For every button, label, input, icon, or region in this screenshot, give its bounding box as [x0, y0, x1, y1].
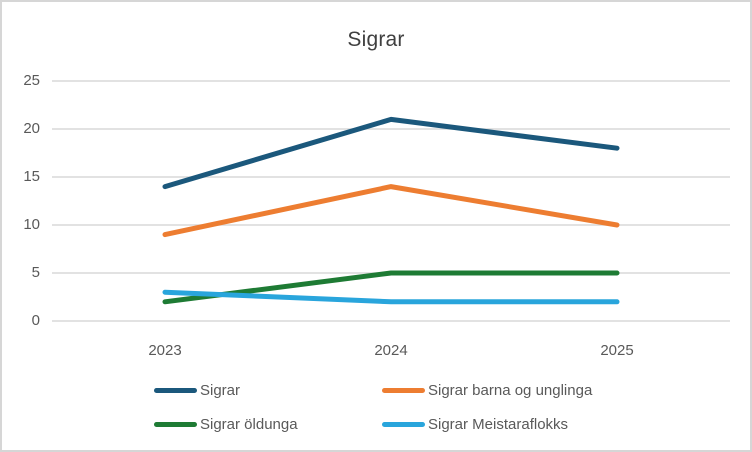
legend-label: Sigrar öldunga — [200, 416, 298, 433]
y-tick-label: 5 — [31, 264, 40, 281]
legend: Sigrar Sigrar barna og unglinga Sigrar ö… — [154, 381, 592, 434]
x-tick-label: 2025 — [600, 342, 634, 359]
x-tick-label: 2024 — [374, 342, 408, 359]
series-line-3 — [162, 289, 620, 305]
legend-marker-icon — [382, 422, 425, 427]
legend-item: Sigrar Meistaraflokks — [382, 415, 592, 434]
y-tick-label: 25 — [23, 72, 40, 89]
legend-marker-icon — [154, 422, 197, 427]
legend-item: Sigrar öldunga — [154, 415, 382, 434]
legend-label: Sigrar Meistaraflokks — [428, 416, 569, 433]
y-tick-label: 0 — [31, 312, 40, 329]
series-line-2 — [162, 270, 620, 305]
series-line-1 — [162, 184, 620, 238]
x-tick-label: 2023 — [148, 342, 182, 359]
y-tick-label: 20 — [23, 120, 40, 137]
legend-marker-icon — [154, 388, 197, 393]
legend-item: Sigrar — [154, 381, 382, 400]
legend-label: Sigrar barna og unglinga — [428, 382, 593, 399]
legend-item: Sigrar barna og unglinga — [382, 381, 592, 400]
y-tick-label: 15 — [23, 168, 40, 185]
y-tick-label: 10 — [23, 216, 40, 233]
legend-marker-icon — [382, 388, 425, 393]
legend-label: Sigrar — [200, 382, 241, 399]
chart-title: Sigrar — [347, 28, 405, 51]
series-line-0 — [162, 116, 620, 190]
